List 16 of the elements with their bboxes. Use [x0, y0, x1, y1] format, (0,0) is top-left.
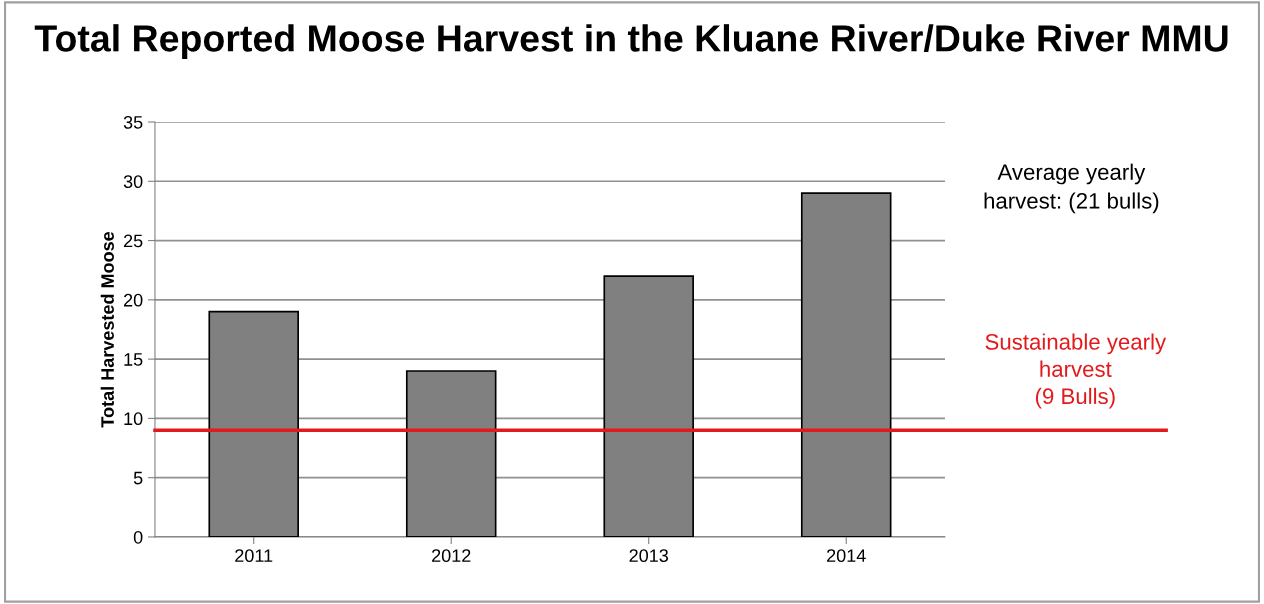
- ref-line-label: Sustainable yearly harvest (9 Bulls): [985, 333, 1167, 409]
- x-tick-label: 2014: [827, 549, 866, 563]
- y-tick-label: 15: [124, 353, 143, 366]
- chart-title: Total Reported Moose Harvest in the Kluane River/Duke River MMU: [34, 24, 1228, 60]
- y-tick-label: 5: [133, 471, 143, 485]
- y-tick-label: 35: [123, 115, 143, 129]
- y-tick-label: 10: [124, 412, 143, 426]
- x-tick-label: 2013: [629, 549, 669, 563]
- x-tick-label: 2011: [235, 549, 273, 563]
- y-tick-label: 30: [123, 175, 143, 189]
- x-tick-label: 2012: [432, 549, 471, 563]
- y-tick-label: 0: [133, 530, 143, 544]
- text: Average yearly harvest: (21 bulls): [984, 163, 1159, 214]
- y-axis-title: Total Harvested Moose: [100, 231, 114, 428]
- y-tick-label: 25: [123, 234, 143, 248]
- y-tick-label: 20: [123, 293, 143, 307]
